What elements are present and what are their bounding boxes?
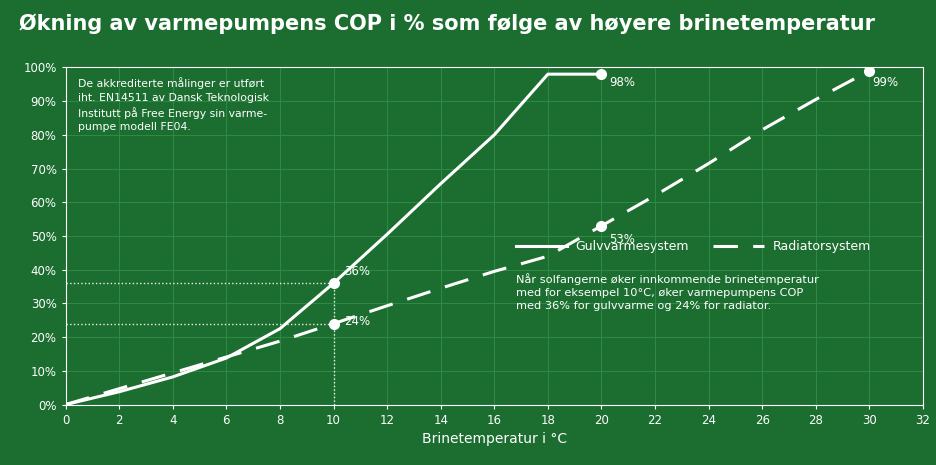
Text: 99%: 99% <box>871 76 898 89</box>
Text: 53%: 53% <box>608 232 635 246</box>
Text: Gulvvarmesystem: Gulvvarmesystem <box>575 239 689 252</box>
Text: Radiatorsystem: Radiatorsystem <box>772 239 870 252</box>
Text: 98%: 98% <box>608 76 635 89</box>
Text: 24%: 24% <box>344 315 370 328</box>
Text: Når solfangerne øker innkommende brinetemperatur
med for eksempel 10°C, øker var: Når solfangerne øker innkommende brinete… <box>515 273 818 312</box>
X-axis label: Brinetemperatur i °C: Brinetemperatur i °C <box>421 432 566 446</box>
Text: De akkrediterte målinger er utført
iht. EN14511 av Dansk Teknologisk
Institutt p: De akkrediterte målinger er utført iht. … <box>79 78 270 132</box>
Text: 36%: 36% <box>344 265 370 278</box>
Text: Økning av varmepumpens COP i % som følge av høyere brinetemperatur: Økning av varmepumpens COP i % som følge… <box>19 14 874 34</box>
